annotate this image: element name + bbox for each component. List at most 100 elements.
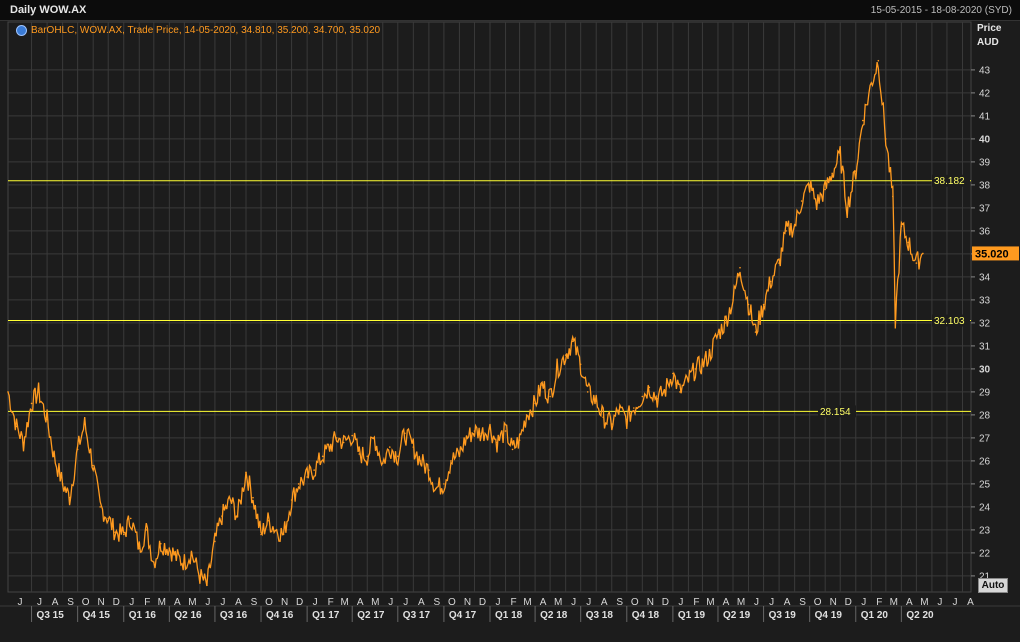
price-point xyxy=(306,476,308,478)
price-point xyxy=(579,363,582,366)
quarter-label: Q2 18 xyxy=(540,610,568,621)
quarter-label: Q2 20 xyxy=(906,610,934,621)
price-point xyxy=(175,556,178,559)
quarter-label: Q3 16 xyxy=(220,610,248,621)
y-tick-label: 43 xyxy=(979,65,991,76)
hline-label: 38.182 xyxy=(934,176,965,187)
price-point xyxy=(549,395,551,398)
month-label: S xyxy=(616,597,623,608)
price-point xyxy=(221,515,223,517)
month-label: F xyxy=(876,597,882,608)
month-label: J xyxy=(388,597,393,608)
price-point xyxy=(610,423,613,425)
month-label: M xyxy=(523,597,531,608)
price-point xyxy=(282,533,285,536)
price-series xyxy=(7,59,924,587)
month-label: O xyxy=(82,597,90,608)
price-point xyxy=(183,561,186,563)
month-label: J xyxy=(769,597,774,608)
y-tick-label: 23 xyxy=(979,525,991,536)
month-label: M xyxy=(890,597,898,608)
price-point xyxy=(602,416,605,419)
price-point xyxy=(138,547,141,550)
auto-scale-button[interactable]: Auto xyxy=(978,578,1008,593)
y-tick-label: 33 xyxy=(979,295,991,306)
legend-text: BarOHLC, WOW.AX, Trade Price, 14-05-2020… xyxy=(31,24,381,36)
month-label: D xyxy=(296,597,303,608)
price-point xyxy=(397,455,399,458)
price-point xyxy=(854,170,857,172)
quarter-label: Q4 16 xyxy=(266,610,294,621)
price-point xyxy=(358,453,361,455)
price-point xyxy=(793,225,796,228)
price-point xyxy=(708,354,711,356)
y-tick-label: 28 xyxy=(979,410,991,421)
price-point xyxy=(443,483,445,485)
month-label: J xyxy=(18,597,23,608)
price-point xyxy=(808,184,811,186)
month-label: A xyxy=(906,597,913,608)
price-point xyxy=(846,207,849,209)
hline-label: 28.154 xyxy=(820,407,851,418)
price-point xyxy=(321,455,324,458)
y-tick-label: 42 xyxy=(979,88,991,99)
horizontal-lines: 38.182 32.103 28.154 xyxy=(8,174,971,418)
price-point xyxy=(663,391,666,393)
month-label: N xyxy=(98,597,105,608)
month-label: M xyxy=(554,597,562,608)
month-label: A xyxy=(723,597,730,608)
month-label: M xyxy=(737,597,745,608)
month-label: F xyxy=(328,597,334,608)
month-label: J xyxy=(861,597,866,608)
price-point xyxy=(556,368,558,370)
price-point xyxy=(160,542,162,545)
price-point xyxy=(342,441,345,444)
hline-label-bg xyxy=(818,405,856,418)
price-point xyxy=(335,437,338,439)
month-label: N xyxy=(830,597,837,608)
y-tick-label: 37 xyxy=(979,203,991,214)
month-label: F xyxy=(693,597,699,608)
hline-label: 32.103 xyxy=(934,316,965,327)
month-label: O xyxy=(631,597,639,608)
month-label: D xyxy=(113,597,120,608)
month-label: J xyxy=(937,597,942,608)
y-tick-label: 22 xyxy=(979,548,991,559)
quarter-label: Q3 17 xyxy=(403,610,431,621)
price-point xyxy=(885,138,887,140)
price-point xyxy=(83,423,86,425)
price-point xyxy=(313,469,315,471)
legend[interactable]: BarOHLC, WOW.AX, Trade Price, 14-05-2020… xyxy=(16,23,380,37)
price-point xyxy=(839,154,842,156)
month-label: A xyxy=(174,597,181,608)
price-point xyxy=(465,437,468,439)
price-point xyxy=(450,460,452,462)
quarter-label: Q3 18 xyxy=(586,610,614,621)
quarter-label: Q4 15 xyxy=(83,610,111,621)
y-tick-label: 32 xyxy=(979,318,991,329)
price-point xyxy=(7,391,9,393)
quarter-label: Q3 19 xyxy=(769,610,797,621)
price-point xyxy=(907,241,910,244)
window-title: Daily WOW.AX xyxy=(10,4,87,16)
price-point xyxy=(656,398,659,400)
price-point xyxy=(617,409,620,412)
month-label: N xyxy=(647,597,654,608)
price-point xyxy=(473,430,476,432)
price-point xyxy=(114,531,117,533)
month-label: N xyxy=(464,597,471,608)
y-tick-label: 40 xyxy=(979,134,991,145)
price-point xyxy=(30,402,33,405)
price-point xyxy=(435,487,437,490)
price-point xyxy=(236,515,239,517)
price-point xyxy=(37,391,40,393)
month-label: M xyxy=(706,597,714,608)
price-point xyxy=(511,448,514,451)
price-point xyxy=(641,395,644,398)
quarter-label: Q1 18 xyxy=(495,610,523,621)
price-point xyxy=(260,533,262,536)
price-point xyxy=(214,540,216,543)
y-axis-title-price: Price xyxy=(977,23,1002,34)
